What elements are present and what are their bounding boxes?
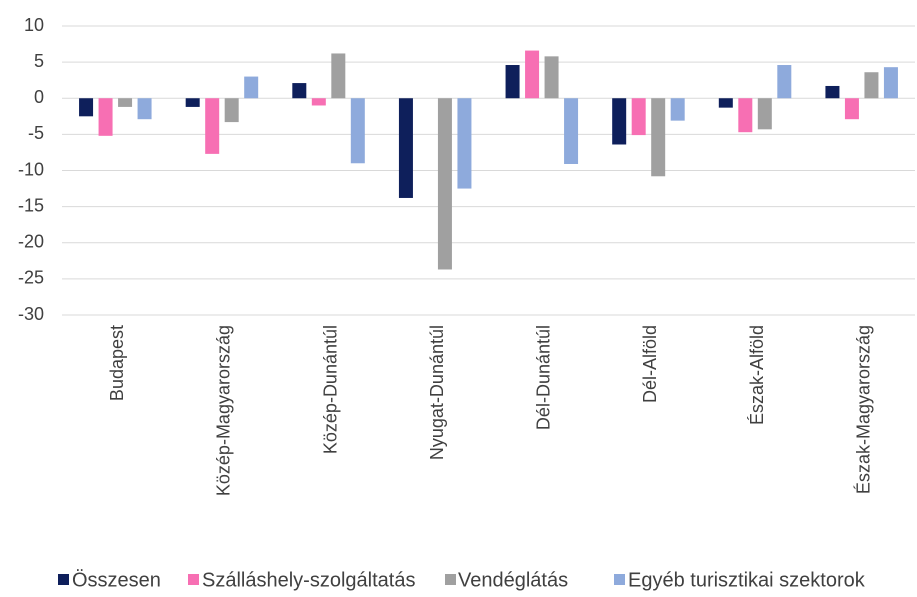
bar xyxy=(185,98,200,107)
x-tick-label: Budapest xyxy=(107,325,127,401)
bar xyxy=(244,76,259,99)
y-tick-label: -20 xyxy=(18,232,44,252)
x-tick-label: Észak-Alföld xyxy=(747,325,767,425)
bar xyxy=(437,98,452,270)
bar xyxy=(505,65,520,99)
bar xyxy=(292,83,307,99)
bar xyxy=(564,98,579,164)
legend-swatch xyxy=(188,574,199,585)
legend-swatch xyxy=(614,574,625,585)
x-tick-label: Dél-Alföld xyxy=(640,325,660,403)
x-tick-label: Dél-Dunántúl xyxy=(534,325,554,430)
legend-swatch xyxy=(58,574,69,585)
legend-label: Egyéb turisztikai szektorok xyxy=(628,569,866,591)
bar xyxy=(651,98,666,177)
y-tick-label: -5 xyxy=(28,123,44,143)
y-tick-label: -25 xyxy=(18,268,44,288)
bar xyxy=(98,98,113,136)
bar xyxy=(398,98,413,198)
y-tick-label: -30 xyxy=(18,304,44,324)
x-tick-label: Észak-Magyarország xyxy=(853,325,873,494)
bar xyxy=(738,98,753,133)
bar xyxy=(844,98,859,120)
legend-swatch xyxy=(445,574,456,585)
bar xyxy=(118,98,133,107)
bar xyxy=(612,98,627,145)
bar xyxy=(777,65,792,99)
y-tick-label: 5 xyxy=(34,51,44,71)
legend-label: Szálláshely-szolgáltatás xyxy=(202,569,415,591)
x-tick-label: Nyugat-Dunántúl xyxy=(427,325,447,460)
bar xyxy=(457,98,472,189)
bar xyxy=(350,98,365,164)
bar xyxy=(137,98,152,120)
bar xyxy=(718,98,733,108)
bar xyxy=(544,56,559,99)
bar xyxy=(205,98,220,154)
y-tick-label: -15 xyxy=(18,195,44,215)
bar xyxy=(670,98,685,121)
bar xyxy=(883,67,898,99)
x-tick-label: Közép-Magyarország xyxy=(214,325,234,496)
y-tick-label: 10 xyxy=(24,15,44,35)
legend-label: Vendéglátás xyxy=(458,569,568,591)
bar xyxy=(864,72,879,99)
y-tick-label: 0 xyxy=(34,87,44,107)
bar xyxy=(79,98,94,117)
bar xyxy=(525,50,540,99)
y-tick-label: -10 xyxy=(18,159,44,179)
legend-label: Összesen xyxy=(72,569,161,591)
bar xyxy=(825,85,840,99)
bar xyxy=(224,98,239,123)
x-tick-label: Közép-Dunántúl xyxy=(320,325,340,454)
bar xyxy=(757,98,772,130)
bar xyxy=(631,98,646,136)
bar xyxy=(311,98,326,106)
bar xyxy=(331,53,346,99)
